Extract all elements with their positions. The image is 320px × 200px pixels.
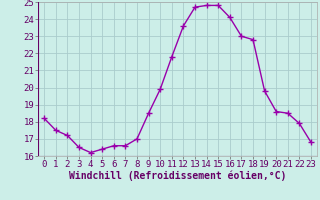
X-axis label: Windchill (Refroidissement éolien,°C): Windchill (Refroidissement éolien,°C) xyxy=(69,171,286,181)
